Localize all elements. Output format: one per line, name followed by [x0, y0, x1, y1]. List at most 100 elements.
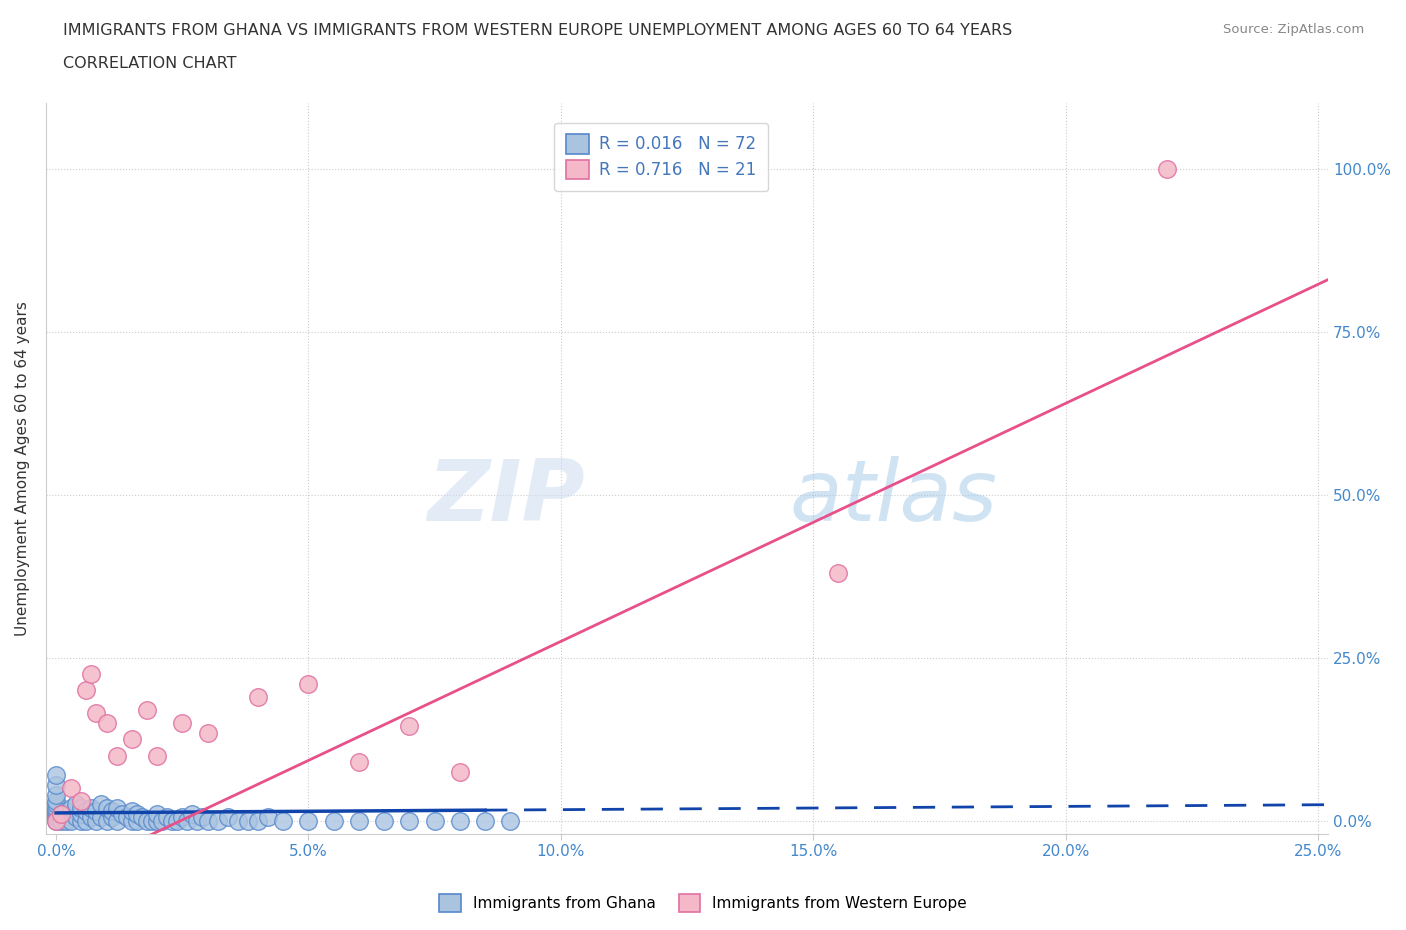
Point [70, 814, 93, 829]
Point [105, 814, 128, 829]
Point [45, 814, 67, 829]
Point [115, 810, 138, 825]
Point [65, 797, 87, 812]
Point [45, 777, 67, 792]
Point [186, 814, 208, 829]
Point [373, 814, 395, 829]
Point [150, 814, 173, 829]
Point [146, 807, 169, 822]
Point [347, 754, 370, 769]
Point [827, 565, 849, 580]
Point [398, 814, 420, 829]
Point [226, 814, 249, 829]
Text: IMMIGRANTS FROM GHANA VS IMMIGRANTS FROM WESTERN EUROPE UNEMPLOYMENT AMONG AGES : IMMIGRANTS FROM GHANA VS IMMIGRANTS FROM… [63, 23, 1012, 38]
Point [45, 793, 67, 808]
Point [136, 702, 159, 717]
Point [197, 814, 219, 829]
Point [125, 807, 148, 822]
Point [156, 810, 179, 825]
Point [96, 715, 118, 730]
Point [86, 804, 108, 818]
Point [297, 676, 319, 691]
Point [257, 810, 280, 825]
Point [121, 804, 143, 818]
Point [100, 804, 122, 818]
Point [181, 807, 204, 822]
Point [136, 814, 159, 829]
Point [45, 797, 67, 812]
Legend: Immigrants from Ghana, Immigrants from Western Europe: Immigrants from Ghana, Immigrants from W… [433, 888, 973, 918]
Point [65, 810, 87, 825]
Point [55, 804, 77, 818]
Point [121, 732, 143, 747]
Point [141, 814, 163, 829]
Point [70, 793, 93, 808]
Point [347, 814, 370, 829]
Point [423, 814, 446, 829]
Text: atlas: atlas [790, 457, 998, 539]
Point [70, 807, 93, 822]
Point [96, 800, 118, 815]
Point [86, 706, 108, 721]
Point [125, 814, 148, 829]
Point [499, 814, 522, 829]
Point [60, 814, 83, 829]
Point [246, 814, 269, 829]
Point [96, 814, 118, 829]
Point [449, 814, 471, 829]
Point [111, 807, 134, 822]
Text: ZIP: ZIP [427, 457, 585, 539]
Text: Source: ZipAtlas.com: Source: ZipAtlas.com [1223, 23, 1364, 36]
Point [322, 814, 344, 829]
Point [49, 807, 72, 822]
Point [45, 810, 67, 825]
Point [197, 725, 219, 740]
Legend: R = 0.016   N = 72, R = 0.716   N = 21: R = 0.016 N = 72, R = 0.716 N = 21 [554, 123, 768, 192]
Point [398, 719, 420, 734]
Point [60, 780, 83, 795]
Point [172, 715, 194, 730]
Point [80, 800, 103, 815]
Point [191, 810, 214, 825]
Point [146, 748, 169, 763]
Point [75, 804, 97, 818]
Point [105, 748, 128, 763]
Point [75, 683, 97, 698]
Point [297, 814, 319, 829]
Point [176, 814, 198, 829]
Point [172, 810, 194, 825]
Point [45, 804, 67, 818]
Point [60, 800, 83, 815]
Point [45, 767, 67, 782]
Point [1156, 161, 1178, 176]
Point [45, 800, 67, 815]
Point [49, 814, 72, 829]
Point [121, 814, 143, 829]
Point [100, 810, 122, 825]
Point [474, 814, 496, 829]
Text: CORRELATION CHART: CORRELATION CHART [63, 56, 236, 71]
Point [246, 689, 269, 704]
Point [105, 800, 128, 815]
Point [236, 814, 259, 829]
Point [45, 807, 67, 822]
Point [207, 814, 229, 829]
Point [80, 667, 103, 682]
Point [449, 764, 471, 779]
Y-axis label: Unemployment Among Ages 60 to 64 years: Unemployment Among Ages 60 to 64 years [15, 301, 30, 636]
Point [86, 814, 108, 829]
Point [90, 810, 112, 825]
Point [146, 814, 169, 829]
Point [271, 814, 294, 829]
Point [49, 807, 72, 822]
Point [160, 814, 183, 829]
Point [45, 787, 67, 802]
Point [90, 797, 112, 812]
Point [55, 814, 77, 829]
Point [75, 814, 97, 829]
Point [70, 800, 93, 815]
Point [131, 810, 153, 825]
Point [45, 814, 67, 829]
Point [80, 810, 103, 825]
Point [217, 810, 239, 825]
